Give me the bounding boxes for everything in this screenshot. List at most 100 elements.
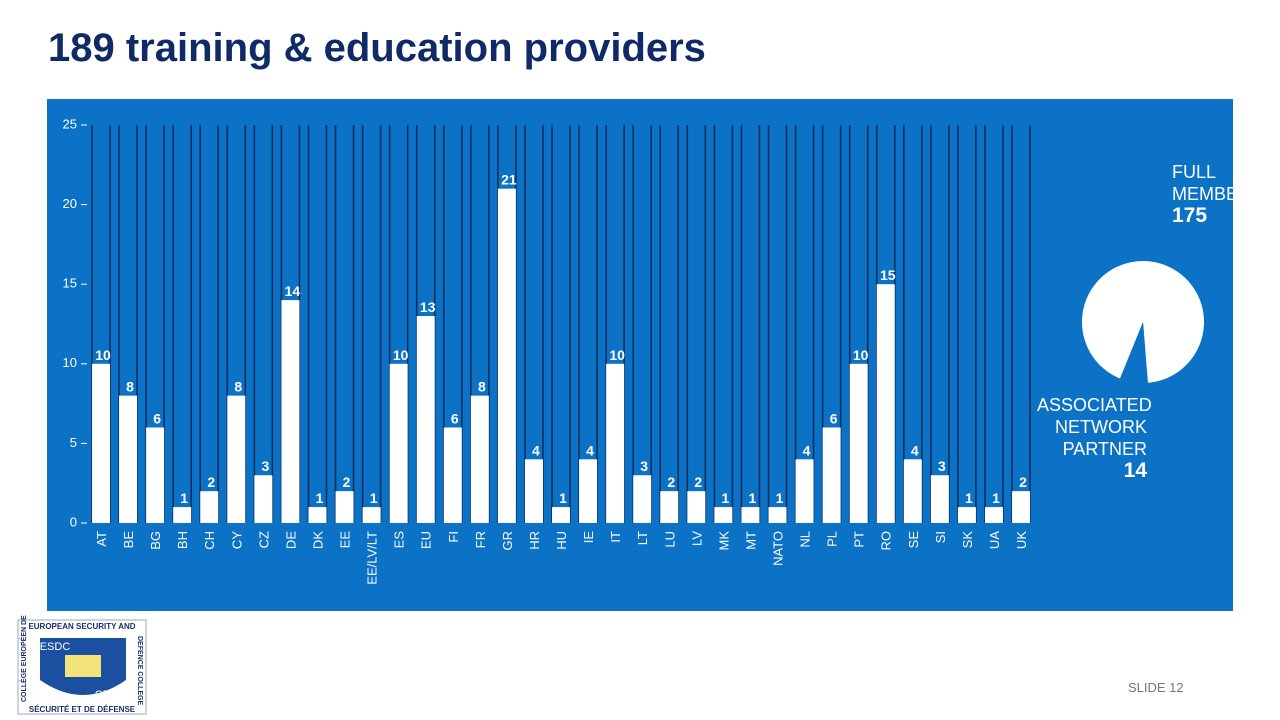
- value-label: 15: [880, 267, 896, 283]
- x-tick-label: MT: [743, 531, 758, 550]
- bar: [714, 507, 733, 523]
- x-tick-label: IT: [608, 531, 623, 543]
- value-label: 6: [451, 410, 459, 426]
- bar: [173, 507, 192, 523]
- value-label: 10: [393, 347, 409, 363]
- x-tick-label: CH: [202, 531, 217, 550]
- bar: [768, 507, 787, 523]
- value-label: 8: [234, 379, 242, 395]
- value-label: 6: [153, 410, 161, 426]
- x-tick-label: CY: [229, 531, 244, 549]
- bar: [579, 459, 598, 523]
- bar: [416, 316, 435, 523]
- bar: [362, 507, 381, 523]
- value-label: 4: [803, 442, 811, 458]
- x-tick-label: BH: [175, 531, 190, 549]
- slide-title: 189 training & education providers: [48, 26, 706, 70]
- bar: [146, 427, 165, 523]
- value-label: 1: [370, 490, 378, 506]
- value-label: 1: [180, 490, 188, 506]
- x-tick-label: ES: [392, 531, 407, 549]
- x-tick-label: FR: [473, 531, 488, 548]
- bar: [849, 363, 868, 523]
- bar: [200, 491, 219, 523]
- value-label: 2: [1019, 474, 1027, 490]
- value-label: 1: [316, 490, 324, 506]
- bar: [119, 395, 138, 523]
- x-tick-label: NATO: [771, 531, 786, 566]
- value-label: 4: [911, 442, 919, 458]
- value-label: 2: [343, 474, 351, 490]
- bar: [443, 427, 462, 523]
- logo-text: SÉCURITÉ ET DE DÉFENSE: [29, 705, 136, 714]
- value-label: 1: [749, 490, 757, 506]
- value-label: 2: [694, 474, 702, 490]
- bar: [92, 363, 110, 523]
- y-tick-label: 0: [70, 514, 77, 529]
- x-tick-label: LT: [635, 531, 650, 545]
- value-label: 6: [830, 410, 838, 426]
- pie-label: FULL MEMBER 175: [1172, 161, 1252, 227]
- bar: [687, 491, 706, 523]
- logo-text: EUROPEAN SECURITY AND: [28, 622, 135, 631]
- value-label: 14: [285, 283, 301, 299]
- value-label: 3: [938, 458, 946, 474]
- logo-text: DEFENCE COLLEGE: [136, 636, 143, 706]
- value-label: 4: [532, 442, 540, 458]
- bar: [633, 475, 652, 523]
- x-tick-label: MK: [716, 531, 731, 551]
- bar: [524, 459, 543, 523]
- x-tick-label: PL: [825, 531, 840, 547]
- value-label: 1: [992, 490, 1000, 506]
- logo-book: [65, 655, 101, 677]
- logo-text: ESDC: [40, 641, 71, 653]
- y-tick-label: 5: [70, 435, 77, 450]
- x-tick-label: HR: [527, 531, 542, 550]
- bar: [470, 395, 489, 523]
- bar: [552, 507, 571, 523]
- value-label: 2: [207, 474, 215, 490]
- bar: [930, 475, 949, 523]
- x-tick-label: HU: [554, 531, 569, 550]
- x-tick-label: IE: [581, 531, 596, 544]
- x-tick-label: LU: [662, 531, 677, 548]
- bar: [660, 491, 679, 523]
- value-label: 4: [586, 442, 594, 458]
- bar: [903, 459, 922, 523]
- x-tick-label: RO: [879, 531, 894, 551]
- pie-value: 175: [1172, 204, 1208, 227]
- value-label: 10: [853, 347, 869, 363]
- pie-category: ASSOCIATED NETWORK PARTNER: [1037, 395, 1152, 459]
- x-tick-label: LV: [689, 531, 704, 546]
- x-tick-label: EU: [419, 531, 434, 549]
- value-label: 21: [501, 172, 517, 188]
- bar: [606, 363, 625, 523]
- bar: [957, 507, 976, 523]
- x-tick-label: UK: [1014, 531, 1029, 549]
- x-tick-label: EE: [338, 531, 353, 549]
- x-tick-label: SI: [933, 531, 948, 543]
- bar: [1012, 491, 1031, 523]
- x-tick-label: NL: [798, 531, 813, 548]
- logo: EUROPEAN SECURITY AND SÉCURITÉ ET DE DÉF…: [17, 615, 147, 715]
- value-label: 1: [721, 490, 729, 506]
- value-label: 3: [640, 458, 648, 474]
- bar: [254, 475, 273, 523]
- value-label: 8: [478, 379, 486, 395]
- x-tick-label: SK: [960, 531, 975, 549]
- pie-value: 14: [1123, 459, 1147, 482]
- x-tick-label: GR: [500, 531, 515, 551]
- value-label: 8: [126, 379, 134, 395]
- y-tick-label: 15: [63, 276, 77, 291]
- value-label: 10: [95, 347, 111, 363]
- bar: [335, 491, 354, 523]
- bar: [389, 363, 408, 523]
- pie-label: ASSOCIATED NETWORK PARTNER 14: [1037, 394, 1152, 482]
- pie-category: FULL MEMBER: [1172, 162, 1252, 204]
- bar: [795, 459, 814, 523]
- x-tick-label: CZ: [256, 531, 271, 548]
- bar: [984, 507, 1003, 523]
- x-tick-label: DK: [310, 531, 325, 549]
- x-tick-label: SE: [906, 531, 921, 549]
